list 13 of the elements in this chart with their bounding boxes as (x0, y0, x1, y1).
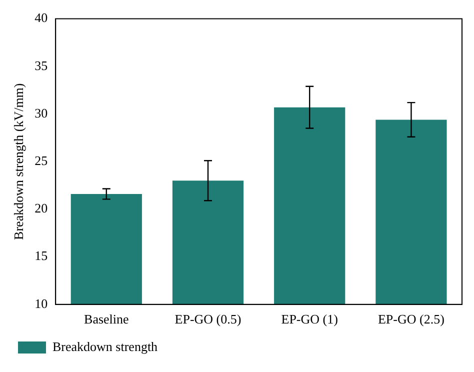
x-tick-label: EP-GO (1) (281, 312, 338, 327)
x-tick-label: EP-GO (0.5) (174, 312, 242, 327)
y-axis-title: Breakdown strength (kV/mm) (11, 83, 26, 240)
y-tick-label: 15 (34, 248, 48, 264)
y-tick-label: 35 (34, 58, 48, 73)
y-tick-label: 40 (34, 10, 48, 26)
y-tick-label: 10 (34, 296, 48, 311)
y-tick-label: 20 (34, 200, 48, 216)
legend-label: Breakdown strength (52, 338, 158, 354)
y-tick-label: 25 (34, 153, 48, 168)
x-tick-label: Baseline (84, 312, 130, 327)
x-tick-label: EP-GO (2.5) (378, 312, 444, 327)
y-tick-label: 30 (34, 105, 48, 120)
